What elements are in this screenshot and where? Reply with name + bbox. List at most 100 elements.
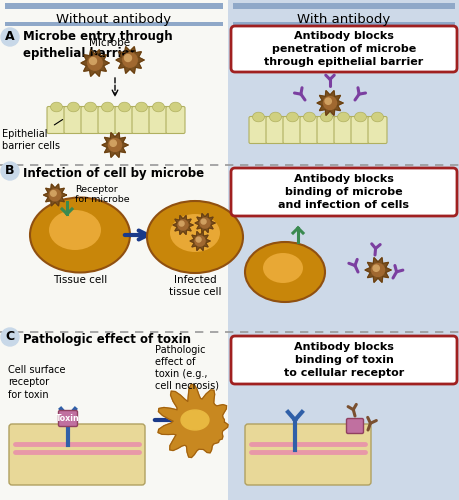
Circle shape: [323, 96, 336, 110]
Ellipse shape: [152, 102, 164, 112]
FancyBboxPatch shape: [5, 3, 223, 9]
Circle shape: [88, 56, 102, 70]
Circle shape: [178, 220, 188, 230]
Circle shape: [108, 138, 121, 151]
Text: Antibody blocks
binding of microbe
and infection of cells: Antibody blocks binding of microbe and i…: [278, 174, 409, 210]
FancyBboxPatch shape: [64, 106, 83, 134]
Ellipse shape: [101, 102, 113, 112]
FancyBboxPatch shape: [233, 3, 454, 9]
Ellipse shape: [286, 112, 298, 122]
Circle shape: [110, 140, 116, 146]
Ellipse shape: [67, 102, 79, 112]
Ellipse shape: [84, 102, 96, 112]
Text: Tissue cell: Tissue cell: [53, 275, 107, 285]
Circle shape: [90, 58, 96, 64]
Text: Microbe entry through
epithelial barrier: Microbe entry through epithelial barrier: [23, 30, 172, 60]
Ellipse shape: [245, 242, 325, 302]
FancyBboxPatch shape: [9, 424, 145, 485]
Ellipse shape: [118, 102, 130, 112]
Circle shape: [371, 264, 384, 276]
Circle shape: [200, 218, 210, 228]
FancyBboxPatch shape: [299, 116, 318, 143]
Text: C: C: [6, 330, 15, 344]
Polygon shape: [190, 232, 210, 250]
FancyBboxPatch shape: [346, 418, 363, 434]
Text: Microbe: Microbe: [89, 38, 130, 48]
Polygon shape: [102, 132, 128, 158]
Text: Pathologic
effect of
toxin (e.g.,
cell necrosis): Pathologic effect of toxin (e.g., cell n…: [155, 345, 218, 391]
FancyBboxPatch shape: [230, 168, 456, 216]
FancyBboxPatch shape: [98, 106, 117, 134]
Polygon shape: [316, 90, 342, 116]
Polygon shape: [181, 410, 208, 430]
FancyBboxPatch shape: [81, 106, 100, 134]
Circle shape: [49, 189, 61, 201]
Text: B: B: [5, 164, 15, 177]
Text: Epithelial
barrier cells: Epithelial barrier cells: [2, 120, 62, 151]
FancyBboxPatch shape: [115, 106, 134, 134]
Ellipse shape: [371, 112, 383, 122]
Ellipse shape: [354, 112, 366, 122]
Ellipse shape: [252, 112, 264, 122]
FancyBboxPatch shape: [0, 0, 228, 500]
Circle shape: [50, 190, 56, 196]
Ellipse shape: [303, 112, 315, 122]
FancyBboxPatch shape: [230, 26, 456, 72]
Circle shape: [372, 265, 379, 272]
Circle shape: [195, 236, 205, 246]
FancyBboxPatch shape: [230, 336, 456, 384]
Text: Antibody blocks
penetration of microbe
through epithelial barrier: Antibody blocks penetration of microbe t…: [264, 31, 423, 67]
Ellipse shape: [337, 112, 349, 122]
Polygon shape: [44, 184, 67, 206]
FancyBboxPatch shape: [333, 116, 352, 143]
Text: Pathologic effect of toxin: Pathologic effect of toxin: [23, 333, 190, 346]
Circle shape: [196, 237, 201, 242]
FancyBboxPatch shape: [282, 116, 302, 143]
Circle shape: [1, 162, 19, 180]
Circle shape: [325, 98, 330, 104]
FancyBboxPatch shape: [265, 116, 285, 143]
Text: Cell surface
receptor
for toxin: Cell surface receptor for toxin: [8, 365, 65, 400]
Ellipse shape: [147, 201, 242, 273]
Polygon shape: [173, 216, 193, 234]
Text: Without antibody: Without antibody: [56, 12, 171, 26]
Text: A: A: [5, 30, 15, 44]
FancyBboxPatch shape: [166, 106, 185, 134]
Polygon shape: [195, 214, 214, 233]
Text: Infected
tissue cell: Infected tissue cell: [168, 275, 221, 296]
Ellipse shape: [135, 102, 147, 112]
FancyBboxPatch shape: [58, 410, 77, 426]
FancyBboxPatch shape: [367, 116, 386, 143]
Circle shape: [1, 328, 19, 346]
Ellipse shape: [269, 112, 281, 122]
Circle shape: [124, 54, 131, 62]
Polygon shape: [81, 50, 109, 76]
Ellipse shape: [263, 253, 302, 283]
FancyBboxPatch shape: [47, 106, 66, 134]
Ellipse shape: [30, 198, 130, 272]
Ellipse shape: [170, 214, 219, 252]
FancyBboxPatch shape: [5, 22, 223, 26]
FancyBboxPatch shape: [228, 0, 459, 500]
FancyBboxPatch shape: [149, 106, 168, 134]
Polygon shape: [158, 384, 228, 458]
Ellipse shape: [320, 112, 332, 122]
FancyBboxPatch shape: [245, 424, 370, 485]
Text: With antibody: With antibody: [297, 12, 390, 26]
Ellipse shape: [169, 102, 181, 112]
Text: Antibody blocks
binding of toxin
to cellular receptor: Antibody blocks binding of toxin to cell…: [283, 342, 403, 378]
Text: Infection of cell by microbe: Infection of cell by microbe: [23, 167, 204, 180]
FancyBboxPatch shape: [233, 22, 454, 26]
Text: Receptor
for microbe: Receptor for microbe: [75, 185, 129, 204]
Circle shape: [201, 219, 206, 224]
Polygon shape: [116, 46, 144, 74]
Text: Toxin: Toxin: [56, 414, 80, 423]
Circle shape: [1, 28, 19, 46]
FancyBboxPatch shape: [248, 116, 268, 143]
Circle shape: [123, 53, 137, 67]
FancyBboxPatch shape: [132, 106, 151, 134]
Ellipse shape: [50, 102, 62, 112]
FancyBboxPatch shape: [316, 116, 335, 143]
Ellipse shape: [49, 210, 101, 250]
Polygon shape: [364, 258, 390, 282]
